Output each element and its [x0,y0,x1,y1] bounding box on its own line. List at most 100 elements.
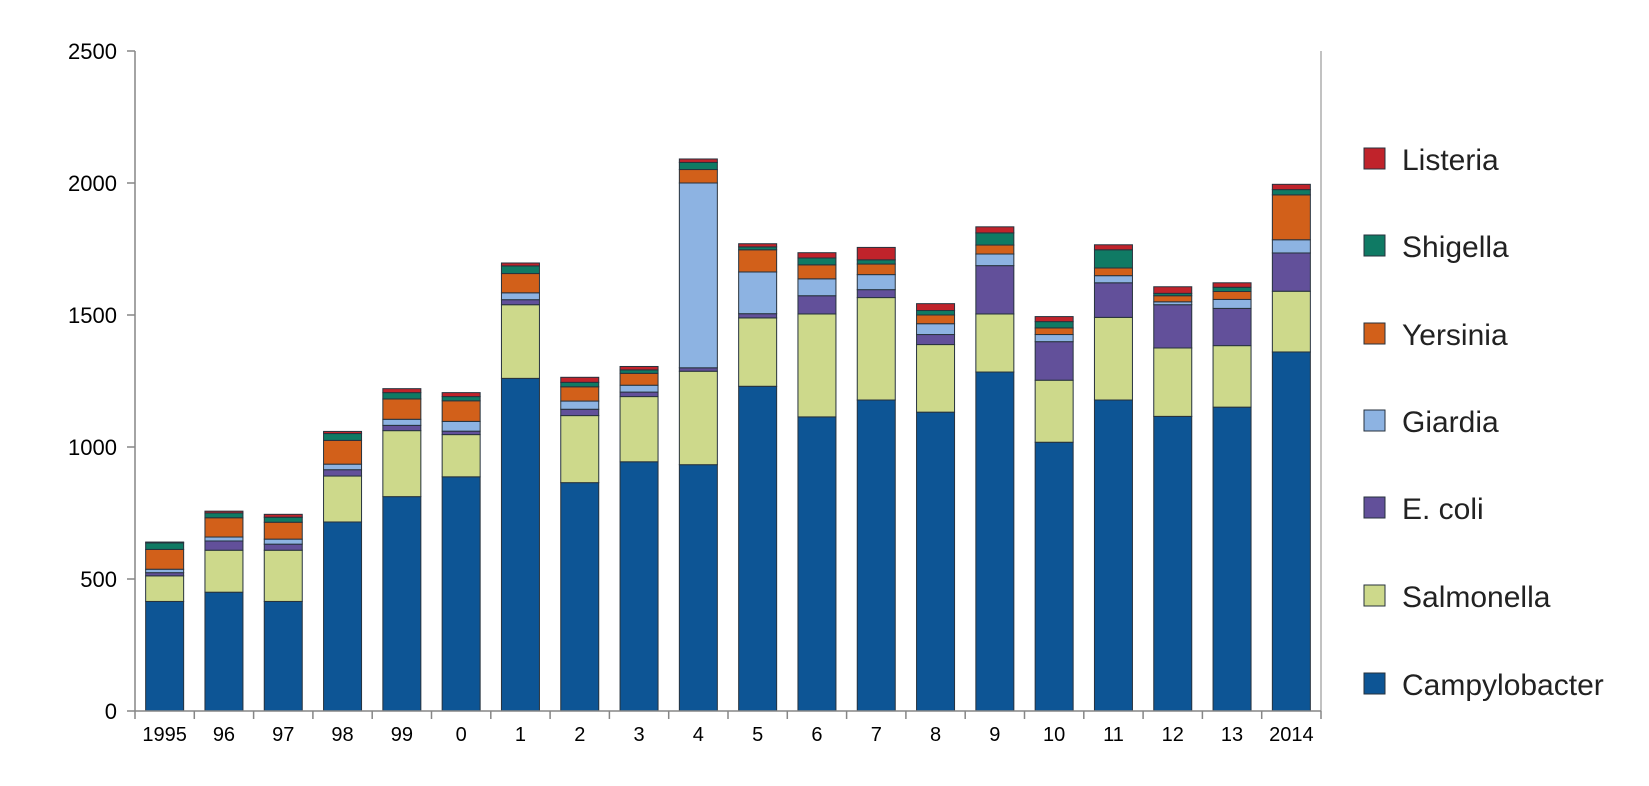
legend-label: Giardia [1402,406,1499,439]
bar-e-coli-6 [797,295,837,315]
x-tick-label: 6 [811,724,822,746]
x-tick-label: 10 [1043,724,1065,746]
bar-e-coli-97 [263,543,303,551]
bar-yersinia-7 [856,263,896,276]
bar-yersinia-96 [204,517,244,538]
bar-giardia-6 [797,278,837,297]
bar-giardia-99 [382,418,422,426]
bar-salmonella-2 [560,415,600,484]
bar-salmonella-1995 [145,575,185,602]
x-tick-label: 2 [574,724,585,746]
bar-listeria-1 [500,262,540,267]
bar-shigella-3 [619,369,659,374]
bar-yersinia-5 [738,249,778,273]
bar-yersinia-8 [916,314,956,325]
legend-item-e-coli: E. coli [1363,493,1484,526]
legend-item-shigella: Shigella [1363,231,1509,264]
legend-label: Shigella [1402,231,1509,264]
x-tick-label: 2014 [1269,724,1314,746]
bar-giardia-1995 [145,568,185,574]
y-tick-label: 0 [105,699,117,724]
legend-label: Listeria [1402,144,1499,177]
bar-giardia-2014 [1271,239,1311,254]
bar-yersinia-4 [678,169,718,184]
bar-e-coli-0 [441,430,481,436]
bar-campylobacter-7 [856,399,896,712]
legend-item-campylobacter: Campylobacter [1363,669,1604,702]
bar-yersinia-99 [382,398,422,420]
bar-yersinia-2014 [1271,194,1311,241]
bar-shigella-0 [441,396,481,402]
bar-campylobacter-98 [323,521,363,712]
bar-salmonella-5 [738,317,778,387]
bar-yersinia-1 [500,273,540,294]
bar-giardia-9 [975,253,1015,267]
legend-item-listeria: Listeria [1363,144,1499,177]
bar-campylobacter-97 [263,600,303,712]
bar-shigella-9 [975,232,1015,246]
x-tick-label: 8 [930,724,941,746]
bar-shigella-1995 [145,542,185,550]
bar-listeria-96 [204,510,244,514]
bar-shigella-10 [1034,321,1074,329]
bar-yersinia-12 [1153,295,1193,303]
bar-e-coli-7 [856,289,896,299]
bar-yersinia-0 [441,400,481,422]
bar-e-coli-5 [738,313,778,319]
bar-yersinia-3 [619,372,659,386]
y-tick-label: 500 [80,567,117,592]
bar-salmonella-11 [1093,316,1133,401]
bar-shigella-97 [263,516,303,523]
legend-label: Yersinia [1402,319,1508,352]
bar-listeria-4 [678,158,718,163]
bar-listeria-8 [916,303,956,312]
bar-listeria-5 [738,243,778,248]
bar-campylobacter-1995 [145,600,185,712]
legend-swatch [1363,234,1386,257]
x-tick-label: 1 [515,724,526,746]
bar-salmonella-98 [323,475,363,523]
legend-swatch [1363,672,1386,695]
bar-campylobacter-8 [916,411,956,712]
bar-giardia-4 [678,182,718,369]
x-tick-label: 3 [633,724,644,746]
bar-e-coli-2014 [1271,252,1311,292]
bar-listeria-98 [323,430,363,435]
bar-e-coli-4 [678,367,718,372]
bar-campylobacter-12 [1153,415,1193,712]
bar-yersinia-97 [263,521,303,540]
legend-item-salmonella: Salmonella [1363,581,1551,614]
bar-shigella-8 [916,310,956,316]
bar-campylobacter-0 [441,476,481,712]
bars-group [145,158,1311,712]
bar-shigella-1 [500,265,540,275]
legend-swatch [1363,409,1386,432]
bar-campylobacter-2 [560,482,600,712]
bar-listeria-6 [797,252,837,259]
bar-salmonella-8 [916,344,956,413]
bar-salmonella-10 [1034,379,1074,443]
bar-shigella-99 [382,392,422,400]
bar-giardia-3 [619,384,659,393]
bar-salmonella-12 [1153,347,1193,417]
bar-shigella-13 [1212,286,1252,293]
bar-giardia-7 [856,274,896,291]
x-tick-label: 96 [213,724,235,746]
legend-item-yersinia: Yersinia [1363,319,1508,352]
bar-e-coli-2 [560,408,600,417]
bar-campylobacter-2014 [1271,351,1311,712]
bar-giardia-96 [204,536,244,542]
bar-campylobacter-4 [678,464,718,712]
bar-listeria-9 [975,226,1015,234]
bar-yersinia-13 [1212,291,1252,300]
bar-campylobacter-10 [1034,441,1074,712]
x-tick-label: 97 [272,724,294,746]
x-tick-label: 11 [1103,724,1124,746]
bar-salmonella-3 [619,396,659,463]
bar-shigella-11 [1093,249,1133,269]
bar-giardia-8 [916,323,956,336]
bar-listeria-12 [1153,286,1193,294]
bar-salmonella-9 [975,313,1015,373]
axes-group: 1995 96 97 98 99 0 1 2 3 4 5 6 7 8 9 10 11 12 13 2014050010… [68,39,1322,746]
bar-giardia-97 [263,538,303,545]
